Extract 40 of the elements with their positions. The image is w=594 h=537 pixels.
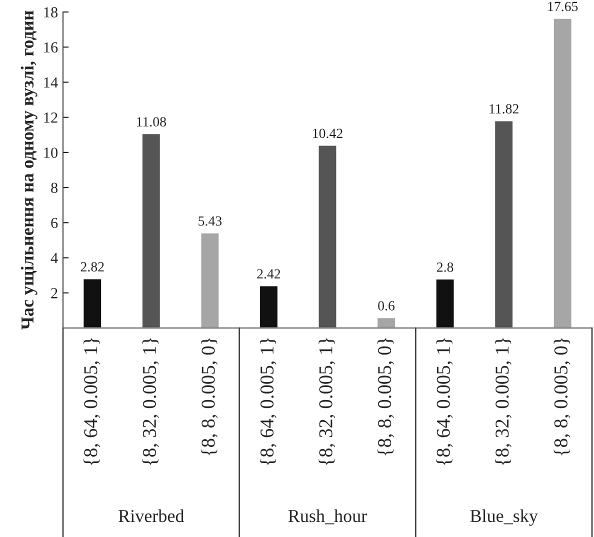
x-tick-label: {8, 64, 0.005, 1} — [84, 338, 100, 466]
y-tick-label: 10 — [44, 148, 58, 158]
bar — [141, 132, 162, 328]
data-label: 17.65 — [548, 2, 578, 12]
data-label: 5.43 — [198, 216, 222, 226]
x-tick-label: {8, 64, 0.005, 1} — [436, 338, 453, 466]
bar — [200, 232, 220, 328]
x-tick-label: {8, 8, 0.005, 0} — [377, 338, 394, 456]
y-tick-label: 2 — [51, 288, 58, 298]
data-label: 11.82 — [490, 104, 518, 114]
y-tick-label: 8 — [51, 182, 58, 194]
y-tick-label: 12 — [44, 112, 58, 123]
x-tick-label: {8, 8, 0.005, 0} — [201, 338, 218, 456]
bar — [376, 316, 396, 328]
x-tick-label: {8, 64, 0.005, 1} — [260, 338, 276, 466]
bar — [82, 278, 102, 328]
y-tick-label: 18 — [44, 7, 58, 18]
x-tick-label: {8, 8, 0.005, 0} — [554, 338, 570, 456]
x-tick-label: {8, 32, 0.005, 1} — [318, 338, 336, 466]
y-tick-label: 6 — [51, 218, 58, 228]
data-label: 2.42 — [257, 269, 280, 279]
text: Blue_sky — [470, 509, 538, 526]
x-tick-label: {8, 32, 0.005, 1} — [142, 338, 159, 466]
y-axis-title: Час ущільнення на одному вузлі, годин — [20, 10, 38, 330]
data-label: 11.08 — [137, 117, 166, 127]
data-label: 10.42 — [313, 128, 342, 138]
y-tick-label: 16 — [44, 42, 58, 53]
text: Rush_hour — [288, 509, 367, 524]
bar — [552, 17, 573, 328]
data-label: 0.6 — [378, 301, 395, 311]
data-label: 2.8 — [436, 262, 454, 272]
bar — [494, 120, 514, 328]
bar — [434, 278, 456, 328]
y-tick-label: 14 — [44, 77, 58, 88]
bar — [258, 284, 279, 328]
data-label: 2.82 — [80, 262, 104, 272]
bar — [317, 144, 338, 328]
y-tick-label: 4 — [50, 253, 58, 264]
x-tick-label: {8, 32, 0.005, 1} — [495, 338, 512, 466]
text: Riverbed — [118, 509, 184, 522]
